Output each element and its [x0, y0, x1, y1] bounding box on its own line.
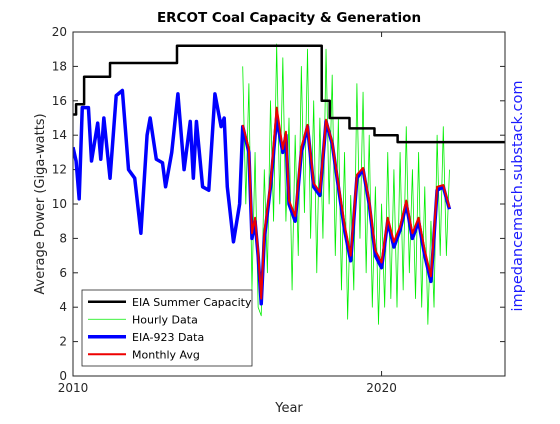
y-tick-label: 0 [59, 369, 67, 383]
legend-label: Hourly Data [132, 313, 198, 326]
y-tick-label: 16 [52, 94, 67, 108]
y-tick-label: 2 [59, 335, 67, 349]
y-tick-label: 8 [59, 231, 67, 245]
plot-frame [72, 31, 506, 377]
y-tick-label: 6 [59, 266, 67, 280]
series-line [241, 106, 451, 300]
x-tick-label: 2020 [366, 381, 397, 395]
legend-label: EIA-923 Data [132, 331, 204, 344]
y-tick-label: 14 [52, 128, 67, 142]
y-tick-label: 4 [59, 300, 67, 314]
y-tick-label: 20 [52, 25, 67, 39]
y-tick-label: 10 [52, 197, 67, 211]
y-axis-label: Average Power (Giga-watts) [33, 113, 48, 294]
x-tick-label: 2010 [58, 381, 89, 395]
x-axis-label: Year [274, 401, 303, 416]
series-line [73, 44, 505, 144]
y-tick-label: 12 [52, 163, 67, 177]
legend-label: Monthly Avg [132, 348, 200, 361]
chart-title: ERCOT Coal Capacity & Generation [157, 10, 421, 26]
y-tick-label: 18 [52, 59, 67, 73]
legend-label: EIA Summer Capacity [132, 296, 252, 309]
annotation: impedancematch.substack.com [510, 81, 526, 312]
